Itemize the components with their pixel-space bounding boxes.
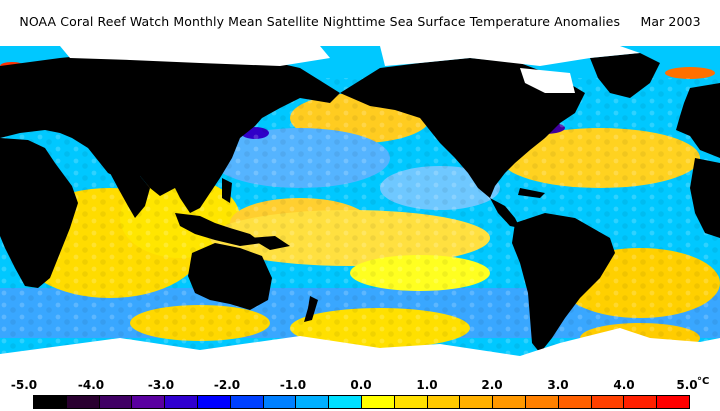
tick-label: -4.0 — [77, 378, 105, 392]
colorbar-swatch — [165, 396, 198, 408]
tick-label: 0.0 — [350, 378, 372, 392]
colorbar-swatch — [263, 396, 297, 408]
tick-label: -5.0 — [10, 378, 38, 392]
land-new-zealand — [304, 296, 318, 322]
land-philippines — [222, 178, 232, 203]
tick-label: 5.0 — [676, 378, 698, 392]
land-north-america — [340, 58, 585, 198]
colorbar-swatch — [132, 396, 166, 408]
colorbar-swatch — [99, 396, 133, 408]
colorbar-swatch — [427, 396, 461, 408]
colorbar-swatch — [558, 396, 592, 408]
colorbar — [33, 395, 690, 409]
colorbar-swatch — [197, 396, 231, 408]
land-eurasia — [0, 50, 340, 213]
colorbar-unit: °C — [697, 376, 710, 387]
tick-label: -3.0 — [147, 378, 175, 392]
land-greenland — [590, 53, 660, 98]
land-new-guinea — [250, 236, 290, 250]
colorbar-swatch — [591, 396, 625, 408]
tick-label: 3.0 — [547, 378, 569, 392]
tick-label: -2.0 — [213, 378, 241, 392]
colorbar-swatch — [394, 396, 428, 408]
colorbar-swatch — [329, 396, 362, 408]
tick-label: 1.0 — [416, 378, 438, 392]
colorbar-swatch — [296, 396, 330, 408]
colorbar-swatch — [525, 396, 559, 408]
colorbar-swatch — [624, 396, 658, 408]
land-masses — [0, 50, 720, 353]
tick-label: 2.0 — [481, 378, 503, 392]
map-title: NOAA Coral Reef Watch Monthly Mean Satel… — [19, 14, 701, 29]
greenland-sea-hot — [665, 67, 715, 79]
sea-ice — [0, 38, 720, 372]
land-europe — [676, 83, 720, 158]
antarctica — [0, 328, 720, 372]
tick-label: -1.0 — [279, 378, 307, 392]
land-south-america — [512, 213, 615, 353]
land-africa-east — [690, 158, 720, 238]
land-india — [110, 173, 150, 218]
tick-label: 4.0 — [613, 378, 635, 392]
colorbar-swatch — [230, 396, 264, 408]
land-australia — [188, 243, 272, 310]
arctic-top-strip — [0, 38, 720, 46]
colorbar-swatch — [493, 396, 526, 408]
land-central-america — [490, 198, 520, 228]
land-africa — [0, 138, 78, 288]
colorbar-swatch — [460, 396, 494, 408]
land-indonesia — [175, 213, 262, 246]
colorbar-swatch — [66, 396, 100, 408]
anomaly-fields — [0, 62, 720, 358]
colorbar-tick-labels: -5.0 -4.0 -3.0 -2.0 -1.0 0.0 1.0 2.0 3.0… — [0, 378, 720, 394]
land-caribbean — [518, 188, 545, 198]
hudson-bay-ice — [520, 68, 575, 93]
arctic-ice-america — [380, 46, 640, 66]
south-ice-patch — [570, 333, 660, 368]
colorbar-swatch — [657, 396, 689, 408]
arctic-ice-asia — [60, 46, 330, 66]
colorbar-swatch — [361, 396, 395, 408]
sst-anomaly-map — [0, 38, 720, 372]
colorbar-swatch — [34, 396, 67, 408]
